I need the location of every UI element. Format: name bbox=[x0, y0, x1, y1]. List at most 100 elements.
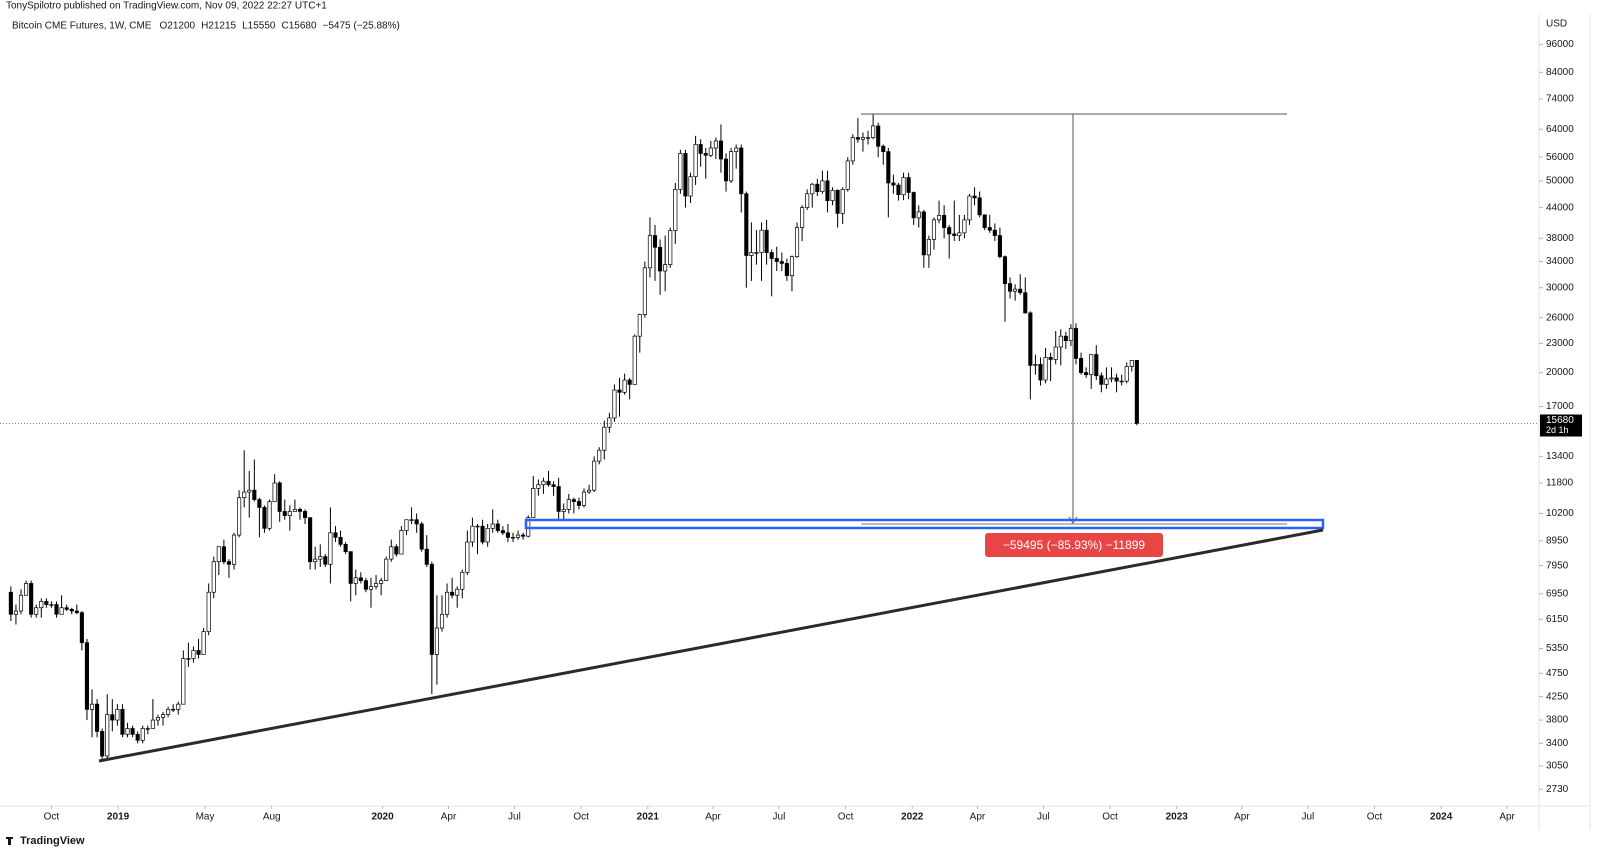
last-price-box bbox=[1540, 414, 1582, 437]
candle-body bbox=[125, 728, 130, 735]
candle-body bbox=[840, 189, 845, 214]
candle-body bbox=[1134, 360, 1139, 424]
candle-body bbox=[54, 604, 59, 615]
candle-body bbox=[607, 417, 612, 428]
candle-body bbox=[668, 230, 673, 266]
candle-body bbox=[24, 583, 29, 596]
candle-body bbox=[977, 197, 982, 216]
candle-body bbox=[698, 144, 703, 154]
candle-body bbox=[1033, 364, 1038, 366]
candle-body bbox=[363, 580, 368, 590]
candle-body bbox=[800, 207, 805, 228]
candle-body bbox=[287, 511, 292, 516]
candle-body bbox=[926, 239, 931, 256]
candle-body bbox=[1023, 292, 1028, 314]
candle-body bbox=[318, 556, 323, 560]
candle-body bbox=[201, 631, 206, 655]
candle-body bbox=[231, 534, 237, 565]
candle-body bbox=[18, 594, 24, 612]
y-tick-label: 10200 bbox=[1546, 508, 1574, 519]
candle-body bbox=[708, 147, 713, 156]
candle-body bbox=[379, 580, 384, 584]
candle-body bbox=[252, 489, 257, 500]
candle-body bbox=[1068, 328, 1073, 341]
candle-body bbox=[794, 227, 800, 258]
candle-body bbox=[1013, 288, 1018, 292]
candle-body bbox=[338, 536, 343, 545]
candle-body bbox=[734, 147, 739, 152]
candle-body bbox=[1008, 283, 1013, 292]
candle-body bbox=[292, 509, 297, 512]
candle-body bbox=[942, 215, 947, 228]
candle-body bbox=[845, 160, 850, 190]
candle-body bbox=[480, 525, 485, 543]
x-tick-label: 2022 bbox=[901, 812, 924, 823]
candle-body bbox=[206, 591, 211, 632]
candle-body bbox=[825, 180, 830, 201]
candle-body bbox=[627, 379, 632, 385]
brand-logo bbox=[6, 837, 13, 845]
candle-body bbox=[160, 714, 166, 718]
candle-body bbox=[713, 140, 718, 149]
candle-body bbox=[906, 177, 911, 193]
candle-body bbox=[84, 642, 89, 710]
x-tick-label: Jul bbox=[1301, 812, 1314, 823]
candle-body bbox=[779, 261, 784, 264]
candle-body bbox=[1089, 354, 1094, 376]
y-tick-label: 6150 bbox=[1546, 614, 1569, 625]
candle-body bbox=[739, 147, 744, 195]
candle-body bbox=[541, 480, 546, 486]
candle-body bbox=[1018, 288, 1023, 294]
candle-body bbox=[952, 233, 957, 236]
candle-body bbox=[997, 235, 1002, 258]
candle-body bbox=[242, 491, 247, 499]
candle-body bbox=[1109, 377, 1114, 380]
candle-body bbox=[815, 183, 820, 192]
candle-body bbox=[637, 314, 642, 337]
candle-body bbox=[957, 232, 962, 236]
candle-body bbox=[678, 153, 683, 190]
candle-body bbox=[465, 541, 470, 573]
publisher-line: TonySpilotro published on TradingView.co… bbox=[6, 1, 327, 12]
candle-body bbox=[343, 544, 348, 552]
candle-body bbox=[297, 509, 303, 512]
price-axis-unit: USD bbox=[1546, 19, 1567, 30]
candle-body bbox=[404, 519, 409, 531]
candle-body bbox=[805, 193, 810, 208]
candle-body bbox=[277, 482, 282, 512]
x-tick-label: Jul bbox=[773, 812, 786, 823]
candle-body bbox=[1094, 354, 1099, 377]
candle-body bbox=[723, 158, 729, 182]
candle-body bbox=[166, 708, 171, 715]
candle-body bbox=[774, 258, 779, 262]
candle-body bbox=[358, 577, 363, 581]
x-tick-label: Oct bbox=[1367, 812, 1383, 823]
candle-body bbox=[597, 449, 602, 462]
candle-body bbox=[445, 591, 450, 615]
candle-body bbox=[181, 658, 186, 705]
candle-body bbox=[871, 125, 876, 138]
measure-label: −59495 (−85.93%) −11899 bbox=[1003, 538, 1146, 552]
candle-body bbox=[221, 546, 226, 563]
candle-body bbox=[399, 530, 404, 555]
candle-body bbox=[490, 523, 495, 529]
candle-body bbox=[1058, 335, 1063, 348]
y-tick-label: 96000 bbox=[1546, 39, 1574, 50]
candle-body bbox=[105, 714, 110, 757]
candle-body bbox=[693, 144, 698, 178]
candle-body bbox=[536, 484, 541, 489]
candle-body bbox=[551, 484, 556, 487]
support-zone bbox=[524, 518, 1325, 530]
candle-body bbox=[191, 650, 196, 659]
candle-body bbox=[658, 246, 663, 272]
candle-body bbox=[115, 708, 120, 721]
x-tick-label: Apr bbox=[1499, 812, 1515, 823]
candle-body bbox=[69, 609, 74, 612]
candle-body bbox=[155, 716, 161, 721]
x-tick-label: 2020 bbox=[371, 812, 394, 823]
ohlc-value: C15680 bbox=[281, 21, 316, 32]
candle-body bbox=[44, 601, 49, 605]
candle-body bbox=[39, 601, 44, 609]
candle-body bbox=[546, 480, 551, 486]
x-tick-label: Oct bbox=[838, 812, 854, 823]
